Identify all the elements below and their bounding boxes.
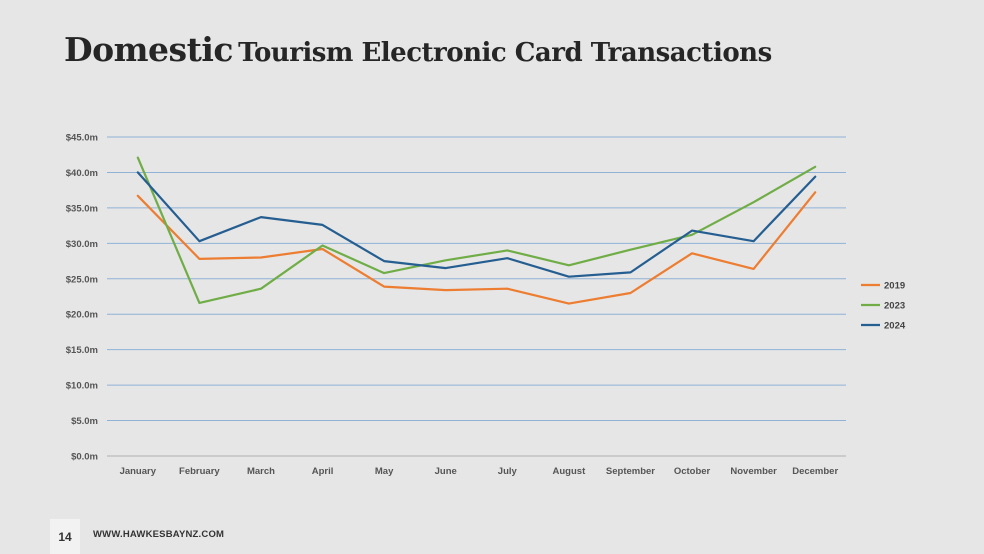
y-tick-label: $20.0m: [66, 310, 98, 321]
series-line-2024: [136, 171, 817, 278]
y-tick-label: $15.0m: [66, 345, 98, 356]
y-tick-label: $0.0m: [71, 452, 98, 463]
chart-gridlines: [107, 136, 846, 457]
chart-series-lines: [136, 156, 817, 305]
y-tick-label: $40.0m: [66, 168, 98, 179]
x-tick-label: July: [498, 466, 518, 477]
page-number: 14: [50, 519, 80, 554]
x-tick-label: August: [553, 466, 587, 477]
y-tick-label: $10.0m: [66, 381, 98, 392]
x-tick-label: June: [435, 466, 457, 477]
y-tick-label: $45.0m: [66, 133, 98, 144]
series-line-2023: [136, 156, 817, 304]
y-axis-tick-labels: $0.0m $5.0m $10.0m $15.0m $20.0m $25.0m $30.0m…: [66, 133, 98, 463]
x-tick-label: January: [120, 466, 157, 477]
x-tick-label: October: [674, 466, 711, 477]
y-tick-label: $25.0m: [66, 274, 98, 285]
x-tick-label: September: [606, 466, 655, 477]
x-tick-label: March: [247, 466, 275, 477]
chart-legend: 2019 2023 2024: [861, 281, 906, 332]
page-title-main: Domestic: [64, 30, 234, 69]
website-link[interactable]: WWW.HAWKESBAYNZ.COM: [93, 529, 225, 540]
legend-label-2019: 2019: [884, 281, 905, 292]
series-line-2019: [136, 191, 817, 305]
legend-label-2024: 2024: [884, 321, 906, 332]
page-title-rest: Tourism Electronic Card Transactions: [238, 38, 772, 68]
x-tick-label: November: [730, 466, 777, 477]
x-tick-label: December: [792, 466, 838, 477]
page-title: Domestic Tourism Electronic Card Transac…: [64, 30, 772, 69]
x-axis-tick-labels: January February March April May June July Augu…: [120, 466, 839, 477]
legend-label-2023: 2023: [884, 301, 905, 312]
y-tick-label: $30.0m: [66, 239, 98, 250]
y-tick-label: $35.0m: [66, 203, 98, 214]
y-tick-label: $5.0m: [71, 416, 98, 427]
x-tick-label: April: [312, 466, 334, 477]
x-tick-label: May: [375, 466, 394, 477]
x-tick-label: February: [179, 466, 220, 477]
